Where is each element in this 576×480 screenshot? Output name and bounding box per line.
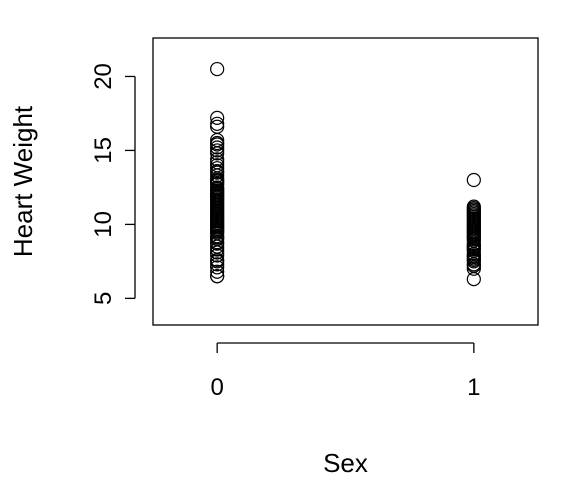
data-point bbox=[210, 158, 225, 173]
x-tick-label: 1 bbox=[467, 374, 480, 401]
y-tick-label: 10 bbox=[90, 211, 117, 238]
y-axis-title: Heart Weight bbox=[8, 105, 38, 257]
data-point bbox=[210, 161, 225, 176]
data-points bbox=[210, 61, 481, 287]
data-point bbox=[466, 172, 481, 188]
data-point bbox=[210, 143, 225, 158]
y-tick-label: 20 bbox=[90, 63, 117, 90]
data-point bbox=[210, 135, 225, 151]
data-point bbox=[466, 272, 481, 287]
data-point bbox=[466, 199, 481, 214]
data-point bbox=[210, 260, 225, 275]
data-point bbox=[210, 180, 225, 195]
y-tick-label: 5 bbox=[90, 292, 117, 305]
data-point bbox=[210, 269, 225, 284]
data-point bbox=[210, 155, 225, 170]
data-point bbox=[210, 119, 225, 134]
x-axis-title: Sex bbox=[323, 448, 368, 478]
data-point bbox=[210, 116, 225, 131]
data-point bbox=[210, 61, 225, 77]
plot-box bbox=[152, 37, 539, 326]
y-axis: 5 10 15 20 bbox=[90, 63, 136, 305]
x-tick-label: 0 bbox=[210, 374, 223, 401]
data-point bbox=[210, 152, 225, 167]
y-tick-label: 15 bbox=[90, 137, 117, 164]
data-point bbox=[210, 257, 225, 272]
data-point bbox=[210, 164, 225, 179]
data-point bbox=[210, 264, 225, 279]
data-point bbox=[210, 110, 225, 125]
data-point bbox=[210, 140, 225, 155]
